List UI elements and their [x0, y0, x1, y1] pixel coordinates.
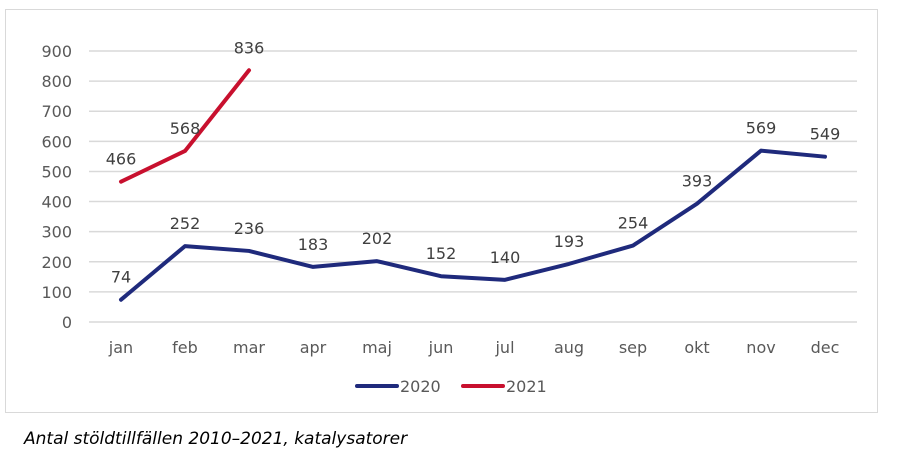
legend-label-2020: 2020	[400, 377, 441, 396]
x-tick-label: jan	[108, 338, 133, 357]
chart-frame	[5, 9, 878, 413]
series-line-2020	[119, 148, 827, 302]
data-label: 152	[426, 244, 457, 263]
data-label: 74	[111, 268, 131, 287]
series-line-2021	[119, 68, 251, 184]
data-label: 183	[298, 235, 329, 254]
y-tick-label: 100	[41, 283, 72, 302]
data-label: 236	[234, 219, 265, 238]
gridlines	[89, 50, 857, 323]
y-tick-label: 300	[41, 223, 72, 242]
legend: 2020 2021	[355, 377, 547, 396]
legend-label-2021: 2021	[506, 377, 547, 396]
x-tick-label: mar	[233, 338, 265, 357]
y-tick-label: 500	[41, 162, 72, 181]
y-tick-label: 400	[41, 193, 72, 212]
x-tick-label: jun	[428, 338, 454, 357]
data-label: 569	[746, 119, 777, 138]
data-label: 549	[810, 125, 841, 144]
y-tick-label: 600	[41, 132, 72, 151]
x-tick-label: dec	[811, 338, 840, 357]
x-tick-label: feb	[172, 338, 198, 357]
data-label: 202	[362, 229, 393, 248]
data-label: 140	[490, 248, 521, 267]
y-tick-label: 200	[41, 253, 72, 272]
chart-caption: Antal stöldtillfällen 2010–2021, katalys…	[24, 429, 408, 449]
y-tick-label: 800	[41, 72, 72, 91]
x-tick-label: aug	[554, 338, 584, 357]
data-label: 254	[618, 214, 649, 233]
line-chart: 0 100 200 300 400 500 600 700 800 900 jan feb mar ap…	[41, 38, 857, 396]
x-tick-label: okt	[684, 338, 709, 357]
data-label: 568	[170, 119, 201, 138]
x-axis-ticks: jan feb mar apr maj jun jul aug sep okt nov dec	[108, 338, 840, 357]
x-tick-label: sep	[619, 338, 647, 357]
data-label: 393	[682, 172, 713, 191]
y-tick-label: 0	[62, 313, 72, 332]
x-tick-label: jul	[494, 338, 514, 357]
series-lines	[119, 68, 827, 302]
y-tick-label: 900	[41, 42, 72, 61]
data-label: 836	[234, 38, 265, 57]
y-axis-ticks: 0 100 200 300 400 500 600 700 800 900	[41, 42, 72, 332]
x-tick-label: apr	[300, 338, 327, 357]
data-label: 252	[170, 214, 201, 233]
data-labels: 74 252 236 183 202 152 140 193 254 393 569 549 466 56…	[106, 38, 841, 286]
y-tick-label: 700	[41, 102, 72, 121]
x-tick-label: nov	[746, 338, 775, 357]
x-tick-label: maj	[362, 338, 392, 357]
data-label: 193	[554, 232, 585, 251]
data-label: 466	[106, 150, 137, 169]
